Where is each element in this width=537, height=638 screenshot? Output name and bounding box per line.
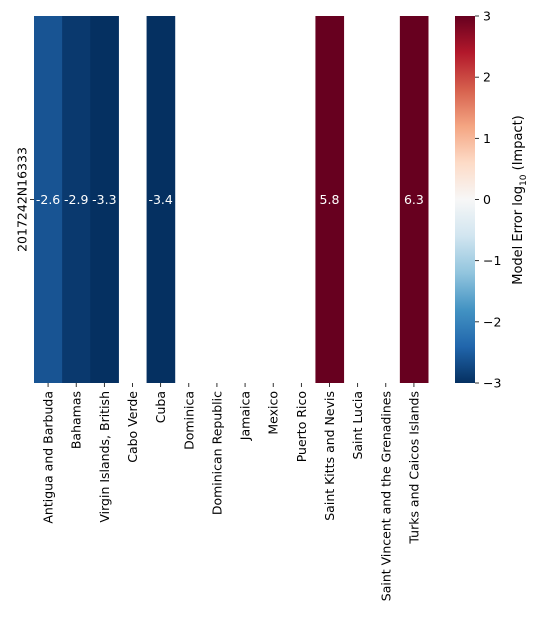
- y-axis: 2017242N16333: [15, 147, 34, 252]
- colorbar-ticks: 3 2 1 0 −1 −2 −3: [475, 9, 501, 391]
- x-tick-label: Jamaica: [238, 391, 253, 441]
- colorbar-tick-label: −2: [483, 314, 501, 329]
- x-tick-label: Saint Vincent and the Grenadines: [378, 391, 393, 601]
- x-tick-label: Cuba: [153, 391, 168, 423]
- colorbar-tick-label: 2: [483, 70, 491, 85]
- heatmap-cell: [34, 16, 63, 383]
- heatmap-cell: [90, 16, 119, 383]
- heatmap-cells: [34, 16, 429, 383]
- cell-value-label: -2.6: [36, 192, 60, 207]
- cell-value-label: -3.4: [148, 192, 172, 207]
- heatmap-cell: [62, 16, 91, 383]
- cell-value-label: -2.9: [64, 192, 88, 207]
- colorbar-gradient: [455, 16, 475, 383]
- colorbar-label: Model Error log10 (Impact): [511, 115, 529, 285]
- x-axis: Antigua and Barbuda Bahamas Virgin Islands…: [41, 383, 421, 601]
- x-tick-label: Mexico: [266, 391, 281, 435]
- heatmap-cell: [315, 16, 345, 383]
- x-tick-label: Cabo Verde: [125, 391, 140, 463]
- colorbar: [455, 16, 475, 383]
- colorbar-tick-label: 1: [483, 131, 491, 146]
- cell-labels: -2.6 -2.9 -3.3 -3.4 5.8 6.3: [36, 192, 424, 207]
- cell-value-label: 5.8: [320, 192, 340, 207]
- x-tick-label: Puerto Rico: [294, 391, 309, 462]
- x-tick-label: Dominican Republic: [209, 391, 224, 515]
- x-tick-label: Saint Lucia: [350, 391, 365, 460]
- y-tick-label: 2017242N16333: [15, 147, 30, 252]
- x-tick-label: Antigua and Barbuda: [41, 391, 56, 524]
- x-tick-label: Bahamas: [69, 391, 84, 449]
- cell-value-label: -3.3: [92, 192, 116, 207]
- colorbar-tick-label: −1: [483, 253, 501, 268]
- x-tick-label: Saint Kitts and Nevis: [322, 391, 337, 521]
- x-tick-label: Turks and Caicos Islands: [406, 391, 421, 545]
- cell-value-label: 6.3: [404, 192, 424, 207]
- x-tick-label: Dominica: [181, 391, 196, 450]
- heatmap-cell: [399, 16, 429, 383]
- x-tick-label: Virgin Islands, British: [97, 391, 112, 523]
- colorbar-tick-label: 3: [483, 9, 491, 24]
- heatmap-cell: [146, 16, 176, 383]
- colorbar-tick-label: 0: [483, 192, 491, 207]
- colorbar-tick-label: −3: [483, 376, 501, 391]
